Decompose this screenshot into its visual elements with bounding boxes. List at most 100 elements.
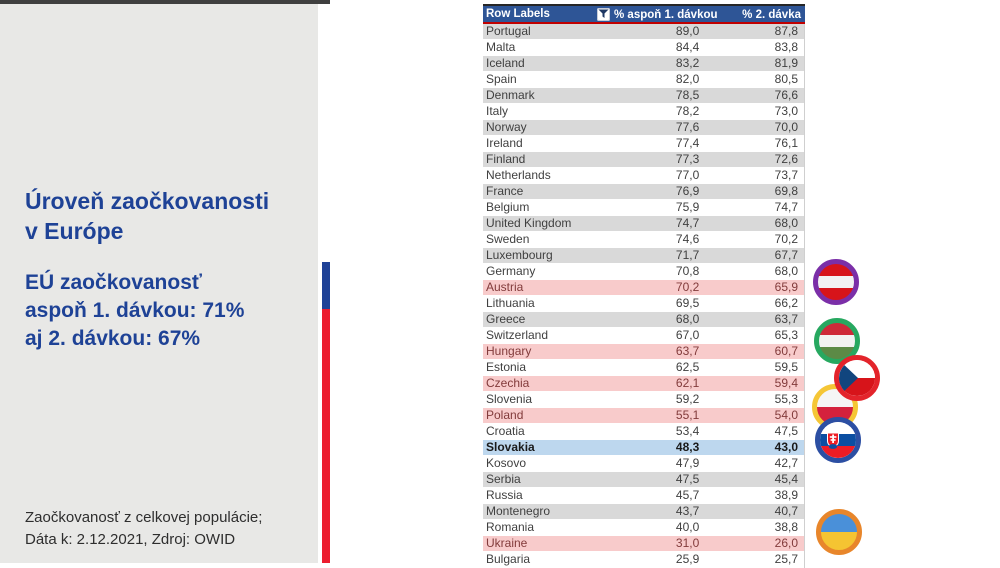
- table-row[interactable]: United Kingdom 74,7 68,0: [483, 216, 804, 232]
- country-cell[interactable]: Lithuania: [486, 296, 535, 310]
- country-cell[interactable]: Belgium: [486, 200, 530, 214]
- dose2-cell[interactable]: 55,3: [774, 392, 798, 406]
- table-row[interactable]: Netherlands 77,0 73,7: [483, 168, 804, 184]
- country-cell[interactable]: Slovakia: [486, 440, 535, 454]
- dose2-cell[interactable]: 59,5: [774, 360, 798, 374]
- dose2-cell[interactable]: 63,7: [774, 312, 798, 326]
- country-cell[interactable]: Czechia: [486, 376, 530, 390]
- country-cell[interactable]: Sweden: [486, 232, 530, 246]
- dose1-cell[interactable]: 69,5: [675, 296, 700, 310]
- country-cell[interactable]: Spain: [486, 72, 517, 86]
- table-row[interactable]: Romania 40,0 38,8: [483, 520, 804, 536]
- dose1-cell[interactable]: 55,1: [675, 408, 700, 422]
- dose2-cell[interactable]: 45,4: [774, 472, 798, 486]
- dose2-cell[interactable]: 69,8: [774, 184, 798, 198]
- table-row[interactable]: Norway 77,6 70,0: [483, 120, 804, 136]
- dose1-cell[interactable]: 78,5: [675, 88, 700, 102]
- country-cell[interactable]: Norway: [486, 120, 527, 134]
- dose2-cell[interactable]: 67,7: [774, 248, 798, 262]
- dose1-cell[interactable]: 59,2: [675, 392, 700, 406]
- dose1-cell[interactable]: 47,9: [675, 456, 700, 470]
- table-row[interactable]: Italy 78,2 73,0: [483, 104, 804, 120]
- country-cell[interactable]: Finland: [486, 152, 526, 166]
- dose2-cell[interactable]: 60,7: [774, 344, 798, 358]
- table-row[interactable]: France 76,9 69,8: [483, 184, 804, 200]
- dose2-cell[interactable]: 59,4: [774, 376, 798, 390]
- dose2-cell[interactable]: 68,0: [774, 264, 798, 278]
- country-cell[interactable]: Malta: [486, 40, 516, 54]
- dose2-cell[interactable]: 26,0: [774, 536, 798, 550]
- table-row[interactable]: Denmark 78,5 76,6: [483, 88, 804, 104]
- country-cell[interactable]: Greece: [486, 312, 526, 326]
- dose1-cell[interactable]: 25,9: [675, 552, 700, 566]
- dose1-cell[interactable]: 71,7: [675, 248, 700, 262]
- country-cell[interactable]: United Kingdom: [486, 216, 572, 230]
- dose1-cell[interactable]: 53,4: [675, 424, 700, 438]
- dose2-cell[interactable]: 70,2: [774, 232, 798, 246]
- table-row[interactable]: Poland 55,1 54,0: [483, 408, 804, 424]
- table-row[interactable]: Czechia 62,1 59,4: [483, 376, 804, 392]
- country-cell[interactable]: Portugal: [486, 24, 531, 38]
- dose2-cell[interactable]: 72,6: [774, 152, 798, 166]
- table-row[interactable]: Ukraine 31,0 26,0: [483, 536, 804, 552]
- dose1-cell[interactable]: 77,3: [675, 152, 700, 166]
- dose2-cell[interactable]: 83,8: [774, 40, 798, 54]
- table-row[interactable]: Portugal 89,0 87,8: [483, 24, 804, 40]
- dose1-cell[interactable]: 47,5: [675, 472, 700, 486]
- country-cell[interactable]: Croatia: [486, 424, 525, 438]
- table-row[interactable]: Serbia 47,5 45,4: [483, 472, 804, 488]
- dose2-cell[interactable]: 38,8: [774, 520, 798, 534]
- table-row[interactable]: Greece 68,0 63,7: [483, 312, 804, 328]
- country-cell[interactable]: Poland: [486, 408, 524, 422]
- table-row[interactable]: Slovakia 48,3 43,0: [483, 440, 804, 456]
- dose2-cell[interactable]: 42,7: [774, 456, 798, 470]
- table-row[interactable]: Russia 45,7 38,9: [483, 488, 804, 504]
- table-row[interactable]: Belgium 75,9 74,7: [483, 200, 804, 216]
- dose2-cell[interactable]: 70,0: [774, 120, 798, 134]
- table-row[interactable]: Luxembourg 71,7 67,7: [483, 248, 804, 264]
- table-row[interactable]: Ireland 77,4 76,1: [483, 136, 804, 152]
- dose1-cell[interactable]: 83,2: [675, 56, 700, 70]
- table-row[interactable]: Estonia 62,5 59,5: [483, 360, 804, 376]
- dose2-cell[interactable]: 74,7: [774, 200, 798, 214]
- dose2-cell[interactable]: 65,9: [774, 280, 798, 294]
- dose2-cell[interactable]: 76,6: [774, 88, 798, 102]
- dose1-cell[interactable]: 84,4: [675, 40, 700, 54]
- table-row[interactable]: Lithuania 69,5 66,2: [483, 296, 804, 312]
- table-row[interactable]: Sweden 74,6 70,2: [483, 232, 804, 248]
- table-row[interactable]: Spain 82,0 80,5: [483, 72, 804, 88]
- dose1-cell[interactable]: 45,7: [675, 488, 700, 502]
- dose1-cell[interactable]: 77,0: [675, 168, 700, 182]
- dose2-cell[interactable]: 87,8: [774, 24, 798, 38]
- table-row[interactable]: Malta 84,4 83,8: [483, 40, 804, 56]
- country-cell[interactable]: Ireland: [486, 136, 523, 150]
- dose2-cell[interactable]: 80,5: [774, 72, 798, 86]
- table-row[interactable]: Croatia 53,4 47,5: [483, 424, 804, 440]
- table-row[interactable]: Finland 77,3 72,6: [483, 152, 804, 168]
- dose1-cell[interactable]: 48,3: [675, 440, 700, 454]
- country-cell[interactable]: France: [486, 184, 524, 198]
- dose1-cell[interactable]: 68,0: [675, 312, 700, 326]
- country-cell[interactable]: Romania: [486, 520, 535, 534]
- dose1-cell[interactable]: 75,9: [675, 200, 700, 214]
- dose1-cell[interactable]: 70,8: [675, 264, 700, 278]
- country-cell[interactable]: Germany: [486, 264, 536, 278]
- dose1-cell[interactable]: 74,6: [675, 232, 700, 246]
- table-row[interactable]: Iceland 83,2 81,9: [483, 56, 804, 72]
- dose2-cell[interactable]: 54,0: [774, 408, 798, 422]
- dose1-cell[interactable]: 89,0: [675, 24, 700, 38]
- country-cell[interactable]: Hungary: [486, 344, 532, 358]
- country-cell[interactable]: Denmark: [486, 88, 535, 102]
- dose1-cell[interactable]: 70,2: [675, 280, 700, 294]
- table-row[interactable]: Kosovo 47,9 42,7: [483, 456, 804, 472]
- country-cell[interactable]: Luxembourg: [486, 248, 553, 262]
- country-cell[interactable]: Italy: [486, 104, 509, 118]
- country-cell[interactable]: Montenegro: [486, 504, 551, 518]
- dose1-cell[interactable]: 40,0: [675, 520, 700, 534]
- dose1-cell[interactable]: 77,4: [675, 136, 700, 150]
- dose2-cell[interactable]: 43,0: [774, 440, 798, 454]
- dose1-cell[interactable]: 62,5: [675, 360, 700, 374]
- dose1-cell[interactable]: 63,7: [675, 344, 700, 358]
- table-row[interactable]: Switzerland 67,0 65,3: [483, 328, 804, 344]
- country-cell[interactable]: Austria: [486, 280, 524, 294]
